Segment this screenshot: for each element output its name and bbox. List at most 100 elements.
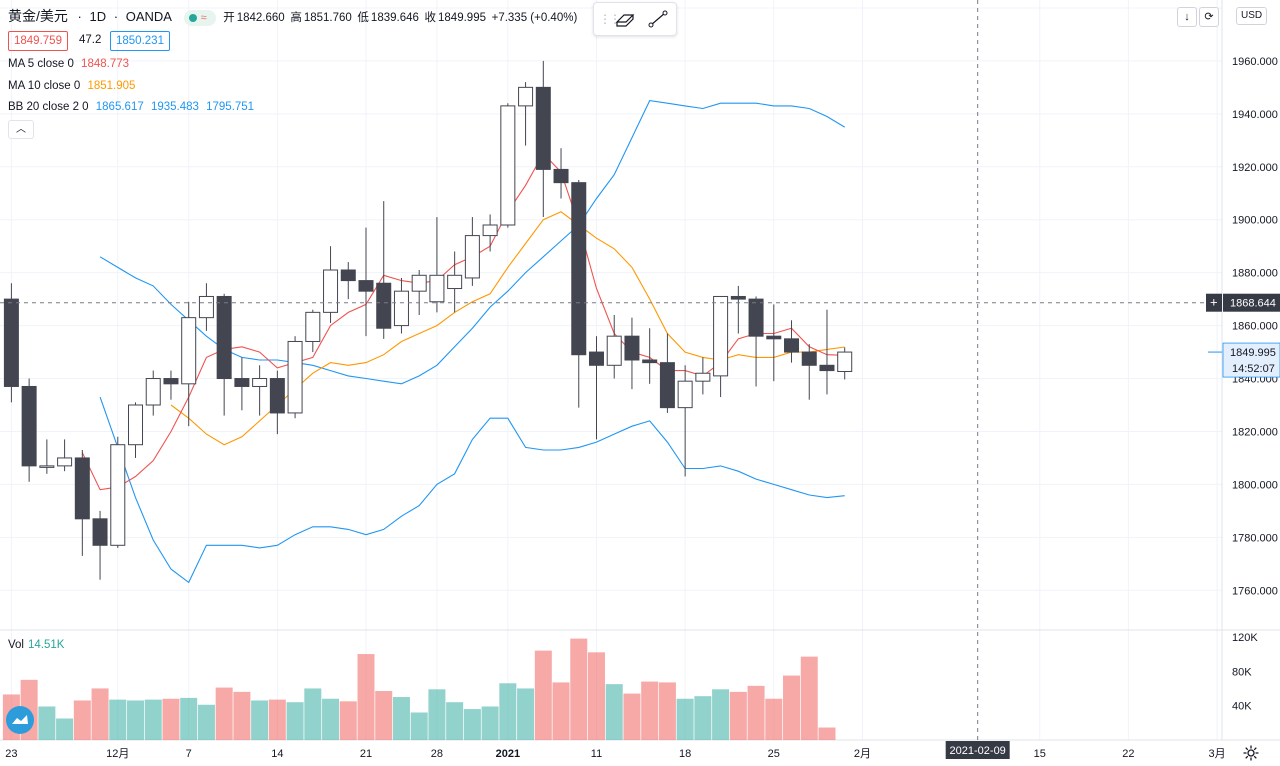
candle (659, 333, 675, 413)
market-status-badge[interactable]: ≈ (183, 9, 216, 26)
candle (21, 378, 37, 482)
candle (695, 357, 711, 395)
time-tick-label: 23 (5, 748, 17, 760)
volume-bar (428, 689, 446, 740)
volume-bar (605, 684, 623, 740)
volume-bar (251, 700, 269, 740)
candle (358, 227, 374, 337)
volume-bar (800, 656, 818, 740)
candle (252, 365, 268, 416)
close-value: 1849.995 (438, 12, 486, 24)
time-tick-label: 25 (768, 748, 780, 760)
trend-line-icon[interactable] (645, 7, 671, 31)
countdown-label: 14:52:07 (1232, 363, 1275, 375)
candle-body (819, 364, 835, 372)
volume-bar (233, 691, 251, 740)
volume-bar (357, 654, 375, 740)
candle-body (837, 351, 853, 372)
candle (305, 309, 321, 353)
candle-body (128, 404, 144, 446)
candle-body (269, 378, 285, 414)
volume-bar (587, 652, 605, 740)
refresh-icon[interactable]: ⟳ (1199, 7, 1219, 27)
plus-icon: + (1210, 295, 1218, 310)
separator-dot: · (77, 9, 82, 24)
volume-bar (694, 696, 712, 740)
candle (376, 201, 392, 339)
volume-tick-label: 40K (1232, 701, 1252, 713)
arrow-down-icon[interactable]: ↓ (1177, 7, 1197, 27)
volume-bar (818, 727, 836, 740)
candle-body (216, 295, 232, 380)
candle (181, 301, 197, 427)
volume-bar (658, 682, 676, 740)
ma10-legend[interactable]: MA 10 close 0 1851.905 (8, 80, 139, 92)
candle-body (39, 465, 55, 468)
candle (163, 370, 179, 400)
candle-body (74, 457, 90, 520)
bb-legend[interactable]: BB 20 close 2 0 1865.617 1935.483 1795.7… (8, 101, 258, 113)
bb-upper-value: 1935.483 (150, 101, 199, 113)
time-tick-label: 22 (1122, 748, 1134, 760)
candle-body (358, 280, 374, 292)
candle (730, 285, 746, 334)
candle-body (482, 224, 498, 237)
price-tick-label: 1820.000 (1232, 426, 1278, 438)
open-label: 开 (223, 12, 235, 24)
drawing-tool-icon[interactable] (612, 7, 638, 31)
time-tick-label: 2021 (496, 748, 520, 760)
candle (837, 347, 853, 380)
bid-price-box[interactable]: 1849.759 (8, 31, 68, 51)
candle (57, 439, 73, 472)
chevron-up-icon[interactable]: ︿ (8, 120, 34, 139)
ma5-legend[interactable]: MA 5 close 0 1848.773 (8, 58, 133, 70)
candle (198, 283, 214, 331)
volume-bar (446, 702, 464, 740)
candle-body (252, 378, 268, 387)
crosshair-plus-button (1206, 293, 1222, 312)
last-price-label: 1849.995 (1230, 347, 1276, 359)
volume-legend[interactable]: Vol 14.51K (8, 639, 64, 651)
candle (464, 217, 480, 286)
candle-body (535, 86, 551, 170)
volume-bar (783, 675, 801, 740)
candle (287, 336, 303, 419)
candle (340, 262, 356, 300)
time-tick-label: 15 (1034, 748, 1046, 760)
separator-dot: · (113, 9, 119, 24)
currency-button[interactable]: USD (1236, 7, 1268, 25)
market-open-icon (188, 13, 197, 22)
volume-bar (570, 638, 588, 740)
candle-body (571, 182, 587, 356)
symbol-name[interactable]: 黄金/美元 (8, 8, 68, 24)
settings-icon[interactable] (1242, 744, 1260, 762)
volume-bar (410, 712, 428, 740)
volume-bar (109, 699, 127, 740)
tradingview-logo-icon[interactable] (6, 706, 34, 734)
candle (323, 246, 339, 323)
exchange-label: OANDA (125, 9, 172, 24)
volume-bar (144, 699, 162, 740)
drag-handle-icon[interactable]: ⋮⋮ (599, 12, 621, 26)
candle (429, 217, 445, 313)
candle-body (145, 378, 161, 406)
time-tick-label: 14 (271, 748, 283, 760)
candle-body (642, 359, 658, 364)
volume-bar (73, 700, 91, 740)
candle-body (624, 335, 640, 361)
price-tick-label: 1760.000 (1232, 585, 1278, 597)
interval-label[interactable]: 1D (89, 9, 107, 24)
volume-bar (481, 706, 499, 740)
ask-price-box[interactable]: 1850.231 (110, 31, 170, 51)
open-value: 1842.660 (236, 12, 285, 24)
volume-bar (765, 698, 783, 740)
price-tick-label: 1800.000 (1232, 479, 1278, 491)
candle-body (801, 351, 817, 366)
candle (128, 402, 144, 458)
candle (624, 317, 640, 390)
candle-body (287, 340, 303, 414)
crosshair-price-box (1223, 293, 1280, 312)
last-price-box (1222, 342, 1280, 378)
